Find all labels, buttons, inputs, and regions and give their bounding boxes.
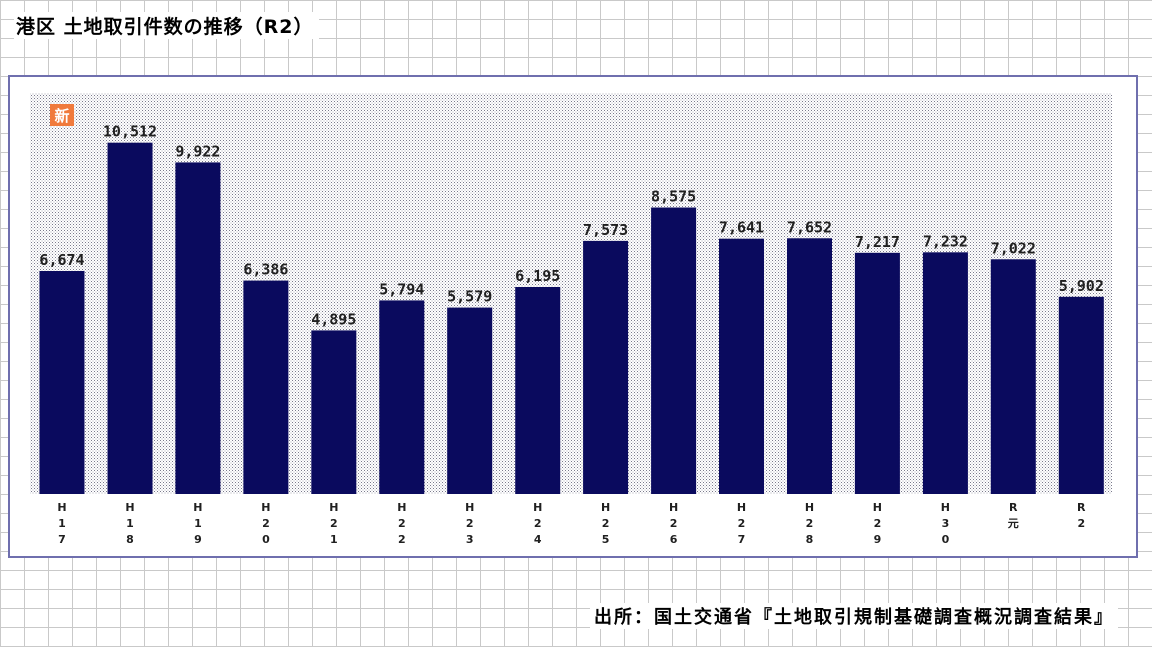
bar-H22 [379, 300, 425, 494]
x-tick-label-H25-1: 2 [602, 517, 610, 530]
bar-H19 [175, 162, 221, 494]
value-label-H30: 7,232 [923, 232, 968, 250]
x-tick-label-R元-1: 元 [1008, 517, 1019, 530]
x-tick-label-H17-1: 1 [58, 517, 66, 530]
x-tick-label-H26-1: 2 [670, 517, 678, 530]
x-tick-label-R元-0: R [1009, 501, 1018, 514]
x-tick-label-H18-2: 8 [126, 533, 134, 546]
value-label-H19: 9,922 [175, 142, 220, 160]
new-badge-text: 新 [54, 107, 69, 125]
x-tick-label-H29-2: 9 [874, 533, 882, 546]
bar-R2 [1058, 296, 1104, 494]
x-tick-label-H20-0: H [261, 501, 270, 514]
x-tick-label-H22-0: H [397, 501, 406, 514]
x-tick-label-H27-1: 2 [738, 517, 746, 530]
x-tick-label-H18-1: 1 [126, 517, 134, 530]
bar-H17 [39, 271, 85, 494]
x-tick-label-R2-0: R [1077, 501, 1086, 514]
value-label-H24: 6,195 [515, 267, 560, 285]
bar-H30 [922, 252, 968, 494]
bar-H21 [311, 330, 357, 494]
value-label-H26: 8,575 [651, 188, 696, 206]
x-tick-label-H27-2: 7 [738, 533, 746, 546]
x-tick-label-H25-0: H [601, 501, 610, 514]
value-label-H22: 5,794 [379, 280, 424, 298]
x-tick-label-H21-2: 1 [330, 533, 338, 546]
source-note: 出所：国土交通省『土地取引規制基礎調査概況調査結果』 [590, 603, 1118, 629]
x-tick-label-H29-1: 2 [874, 517, 882, 530]
value-label-H29: 7,217 [855, 233, 900, 251]
x-tick-label-H22-2: 2 [398, 533, 406, 546]
x-tick-label-H19-0: H [193, 501, 202, 514]
bar-H26 [651, 207, 697, 494]
x-tick-label-R2-1: 2 [1077, 517, 1085, 530]
x-tick-label-H21-0: H [329, 501, 338, 514]
x-tick-label-H30-2: 0 [942, 533, 950, 546]
x-tick-label-H26-2: 6 [670, 533, 678, 546]
bar-H25 [583, 240, 629, 494]
x-tick-label-H20-1: 2 [262, 517, 270, 530]
x-tick-label-H26-0: H [669, 501, 678, 514]
value-label-H21: 4,895 [311, 310, 356, 328]
value-label-H25: 7,573 [583, 221, 628, 239]
x-tick-label-H19-1: 1 [194, 517, 202, 530]
value-label-H23: 5,579 [447, 288, 492, 306]
x-tick-label-H23-0: H [465, 501, 474, 514]
x-tick-label-H17-0: H [57, 501, 66, 514]
bar-R元 [990, 259, 1036, 494]
x-tick-label-H22-1: 2 [398, 517, 406, 530]
bar-H28 [787, 238, 832, 494]
value-label-R2: 5,902 [1059, 277, 1104, 295]
value-label-H28: 7,652 [787, 218, 832, 236]
value-label-H20: 6,386 [243, 261, 288, 279]
bar-H20 [243, 280, 289, 494]
x-tick-label-H23-2: 3 [466, 533, 474, 546]
x-tick-label-H18-0: H [125, 501, 134, 514]
bar-H18 [107, 142, 153, 494]
x-tick-label-H24-1: 2 [534, 517, 542, 530]
x-tick-label-H28-1: 2 [806, 517, 814, 530]
page-title: 港区 土地取引件数の推移（R2） [14, 12, 320, 39]
value-label-H27: 7,641 [719, 219, 764, 237]
x-tick-label-H29-0: H [873, 501, 882, 514]
chart-frame: 新 6,674 10,512 9,922 6,386 4,895 5,794 5,579 6,… [8, 75, 1138, 558]
x-tick-label-H27-0: H [737, 501, 746, 514]
x-tick-label-H17-2: 7 [58, 533, 66, 546]
bar-H29 [854, 252, 900, 494]
value-label-H17: 6,674 [39, 251, 84, 269]
bar-H24 [515, 287, 561, 494]
bar-chart: 新 6,674 10,512 9,922 6,386 4,895 5,794 5,579 6,… [30, 93, 1112, 546]
x-tick-label-H30-0: H [941, 501, 950, 514]
x-tick-label-H28-0: H [805, 501, 814, 514]
x-tick-label-H19-2: 9 [194, 533, 202, 546]
value-label-R元: 7,022 [991, 239, 1036, 257]
x-tick-label-H30-1: 3 [942, 517, 950, 530]
x-tick-label-H20-2: 0 [262, 533, 270, 546]
new-badge-box [50, 104, 74, 126]
bar-H27 [719, 238, 764, 494]
value-label-H18: 10,512 [103, 123, 157, 141]
bar-H23 [447, 307, 493, 494]
x-tick-label-H23-1: 2 [466, 517, 474, 530]
x-tick-label-H24-2: 4 [534, 533, 542, 546]
x-tick-label-H25-2: 5 [602, 533, 610, 546]
x-tick-label-H21-1: 2 [330, 517, 338, 530]
x-tick-label-H28-2: 8 [806, 533, 814, 546]
x-tick-label-H24-0: H [533, 501, 542, 514]
